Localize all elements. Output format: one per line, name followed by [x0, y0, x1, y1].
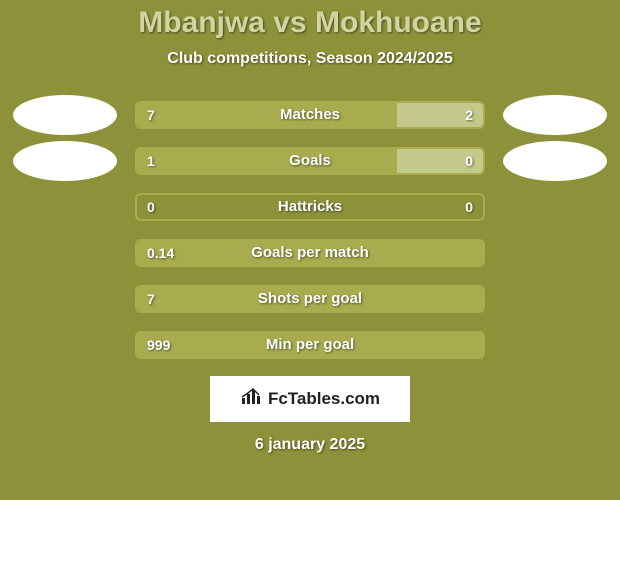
- stat-row: Matches72: [0, 92, 620, 138]
- page-title: Mbanjwa vs Mokhuoane: [0, 6, 620, 40]
- spacer: [13, 325, 117, 365]
- stat-bar: Goals per match0.14: [135, 239, 485, 267]
- fctables-label: FcTables.com: [268, 389, 380, 409]
- stat-row: Goals per match0.14: [0, 230, 620, 276]
- stat-bar: Shots per goal7: [135, 285, 485, 313]
- stat-row: Shots per goal7: [0, 276, 620, 322]
- stat-bar: Goals10: [135, 147, 485, 175]
- player-oval-left: [13, 141, 117, 181]
- spacer: [13, 233, 117, 273]
- stat-bar: Matches72: [135, 101, 485, 129]
- spacer: [13, 279, 117, 319]
- stat-value-right: 0: [455, 195, 483, 219]
- spacer: [503, 325, 607, 365]
- stat-bar: Hattricks0 0: [135, 193, 485, 221]
- spacer: [503, 187, 607, 227]
- player-oval-right: [503, 95, 607, 135]
- spacer: [503, 233, 607, 273]
- date-label: 6 january 2025: [0, 436, 620, 454]
- stat-row: Min per goal999: [0, 322, 620, 368]
- player-oval-left: [13, 95, 117, 135]
- player-oval-right: [503, 141, 607, 181]
- bar-left-fill: [137, 103, 397, 127]
- stat-label: Hattricks: [137, 195, 483, 219]
- spacer: [503, 279, 607, 319]
- page-subtitle: Club competitions, Season 2024/2025: [0, 50, 620, 68]
- bar-left-fill: [137, 241, 483, 265]
- stat-rows: Matches72 Goals10 Hattricks0 0 Goals per mat…: [0, 92, 620, 368]
- bar-right-fill: [397, 149, 484, 173]
- stat-row: Goals10: [0, 138, 620, 184]
- spacer: [13, 187, 117, 227]
- chart-icon: [240, 388, 262, 411]
- bar-left-fill: [137, 287, 483, 311]
- bar-left-fill: [137, 149, 397, 173]
- stats-card: Mbanjwa vs Mokhuoane Club competitions, …: [0, 0, 620, 500]
- stat-row: Hattricks0 0: [0, 184, 620, 230]
- bar-left-fill: [137, 333, 483, 357]
- stat-value-left: 0: [137, 195, 165, 219]
- fctables-badge: FcTables.com: [210, 376, 410, 422]
- bar-right-fill: [397, 103, 484, 127]
- stat-bar: Min per goal999: [135, 331, 485, 359]
